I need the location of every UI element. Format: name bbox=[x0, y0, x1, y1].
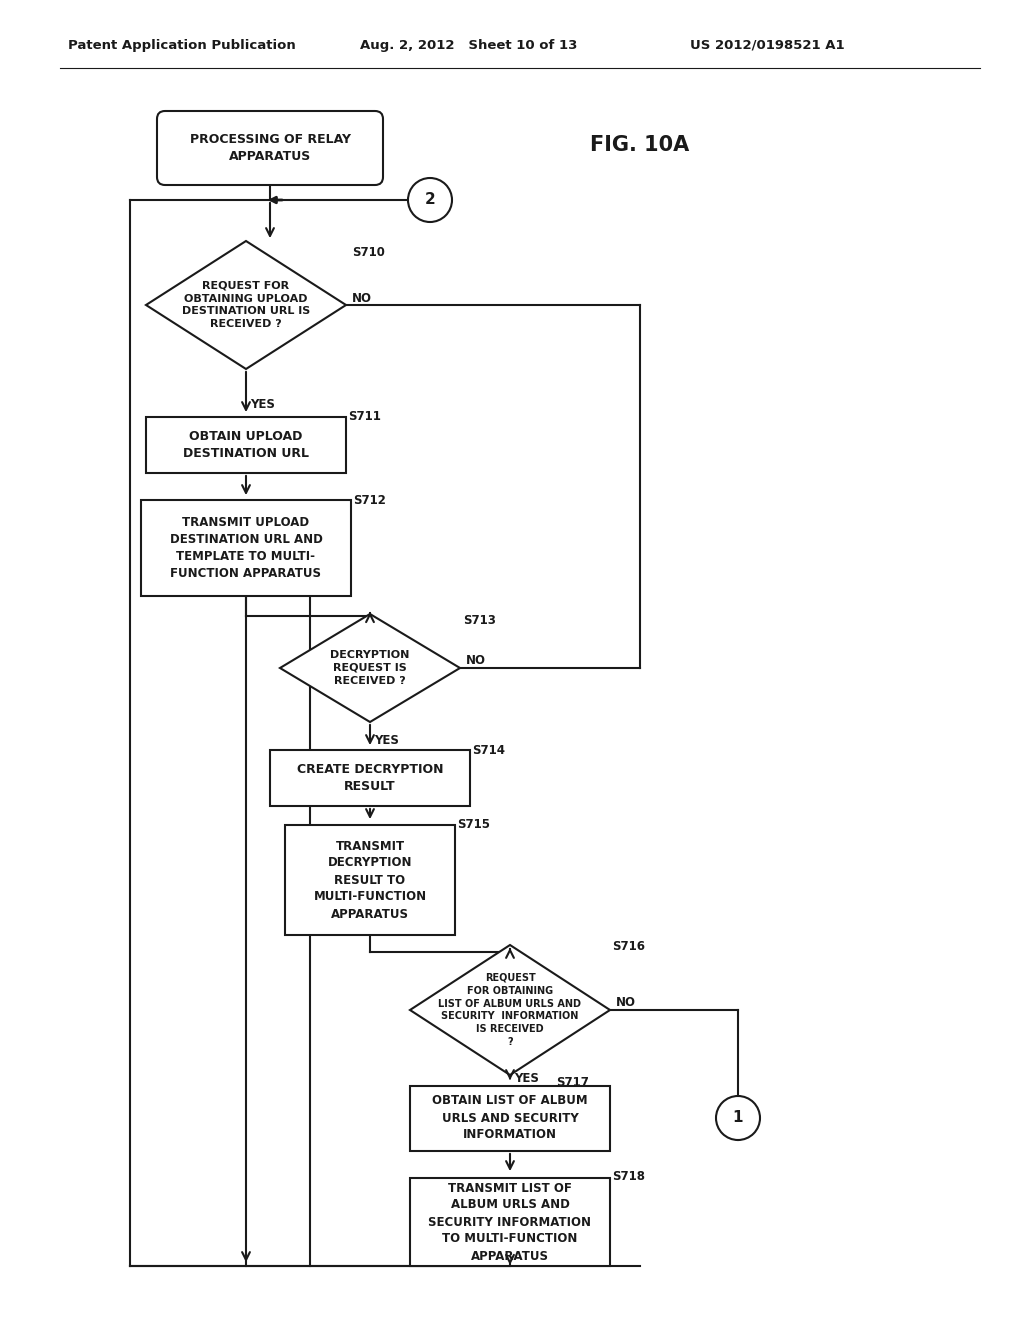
Text: YES: YES bbox=[250, 399, 274, 412]
Polygon shape bbox=[146, 242, 346, 370]
Text: Aug. 2, 2012   Sheet 10 of 13: Aug. 2, 2012 Sheet 10 of 13 bbox=[360, 38, 578, 51]
Text: US 2012/0198521 A1: US 2012/0198521 A1 bbox=[690, 38, 845, 51]
Text: S715: S715 bbox=[457, 817, 490, 830]
Text: TRANSMIT
DECRYPTION
RESULT TO
MULTI-FUNCTION
APPARATUS: TRANSMIT DECRYPTION RESULT TO MULTI-FUNC… bbox=[313, 840, 427, 920]
Text: TRANSMIT UPLOAD
DESTINATION URL AND
TEMPLATE TO MULTI-
FUNCTION APPARATUS: TRANSMIT UPLOAD DESTINATION URL AND TEMP… bbox=[170, 516, 323, 579]
Bar bbox=[146, 417, 346, 473]
FancyBboxPatch shape bbox=[157, 111, 383, 185]
Text: OBTAIN LIST OF ALBUM
URLS AND SECURITY
INFORMATION: OBTAIN LIST OF ALBUM URLS AND SECURITY I… bbox=[432, 1094, 588, 1142]
Text: NO: NO bbox=[616, 997, 636, 1010]
Text: REQUEST FOR
OBTAINING UPLOAD
DESTINATION URL IS
RECEIVED ?: REQUEST FOR OBTAINING UPLOAD DESTINATION… bbox=[182, 281, 310, 329]
Text: CREATE DECRYPTION
RESULT: CREATE DECRYPTION RESULT bbox=[297, 763, 443, 793]
Text: YES: YES bbox=[374, 734, 399, 747]
Bar bbox=[270, 750, 470, 807]
Text: NO: NO bbox=[352, 292, 372, 305]
Text: 2: 2 bbox=[425, 193, 435, 207]
Text: S712: S712 bbox=[353, 494, 386, 507]
Bar bbox=[285, 825, 455, 935]
Text: YES: YES bbox=[514, 1072, 539, 1085]
Text: S713: S713 bbox=[463, 614, 496, 627]
Text: DECRYPTION
REQUEST IS
RECEIVED ?: DECRYPTION REQUEST IS RECEIVED ? bbox=[331, 651, 410, 686]
Text: 1: 1 bbox=[733, 1110, 743, 1126]
Text: Patent Application Publication: Patent Application Publication bbox=[68, 38, 296, 51]
Polygon shape bbox=[410, 945, 610, 1074]
Polygon shape bbox=[280, 614, 460, 722]
Circle shape bbox=[408, 178, 452, 222]
Bar bbox=[141, 500, 351, 597]
Text: S710: S710 bbox=[352, 247, 385, 260]
Text: S718: S718 bbox=[612, 1170, 645, 1183]
Bar bbox=[410, 1085, 610, 1151]
Bar bbox=[410, 1177, 610, 1266]
Text: TRANSMIT LIST OF
ALBUM URLS AND
SECURITY INFORMATION
TO MULTI-FUNCTION
APPARATUS: TRANSMIT LIST OF ALBUM URLS AND SECURITY… bbox=[428, 1181, 592, 1262]
Text: S716: S716 bbox=[612, 940, 645, 953]
Text: PROCESSING OF RELAY
APPARATUS: PROCESSING OF RELAY APPARATUS bbox=[189, 133, 350, 162]
Text: OBTAIN UPLOAD
DESTINATION URL: OBTAIN UPLOAD DESTINATION URL bbox=[183, 430, 309, 459]
Text: NO: NO bbox=[466, 655, 486, 668]
Text: FIG. 10A: FIG. 10A bbox=[590, 135, 689, 154]
Circle shape bbox=[716, 1096, 760, 1140]
Text: S717: S717 bbox=[556, 1077, 589, 1089]
Text: S711: S711 bbox=[348, 411, 381, 424]
Text: S714: S714 bbox=[472, 743, 505, 756]
Text: REQUEST
FOR OBTAINING
LIST OF ALBUM URLS AND
SECURITY  INFORMATION
IS RECEIVED
?: REQUEST FOR OBTAINING LIST OF ALBUM URLS… bbox=[438, 973, 582, 1047]
